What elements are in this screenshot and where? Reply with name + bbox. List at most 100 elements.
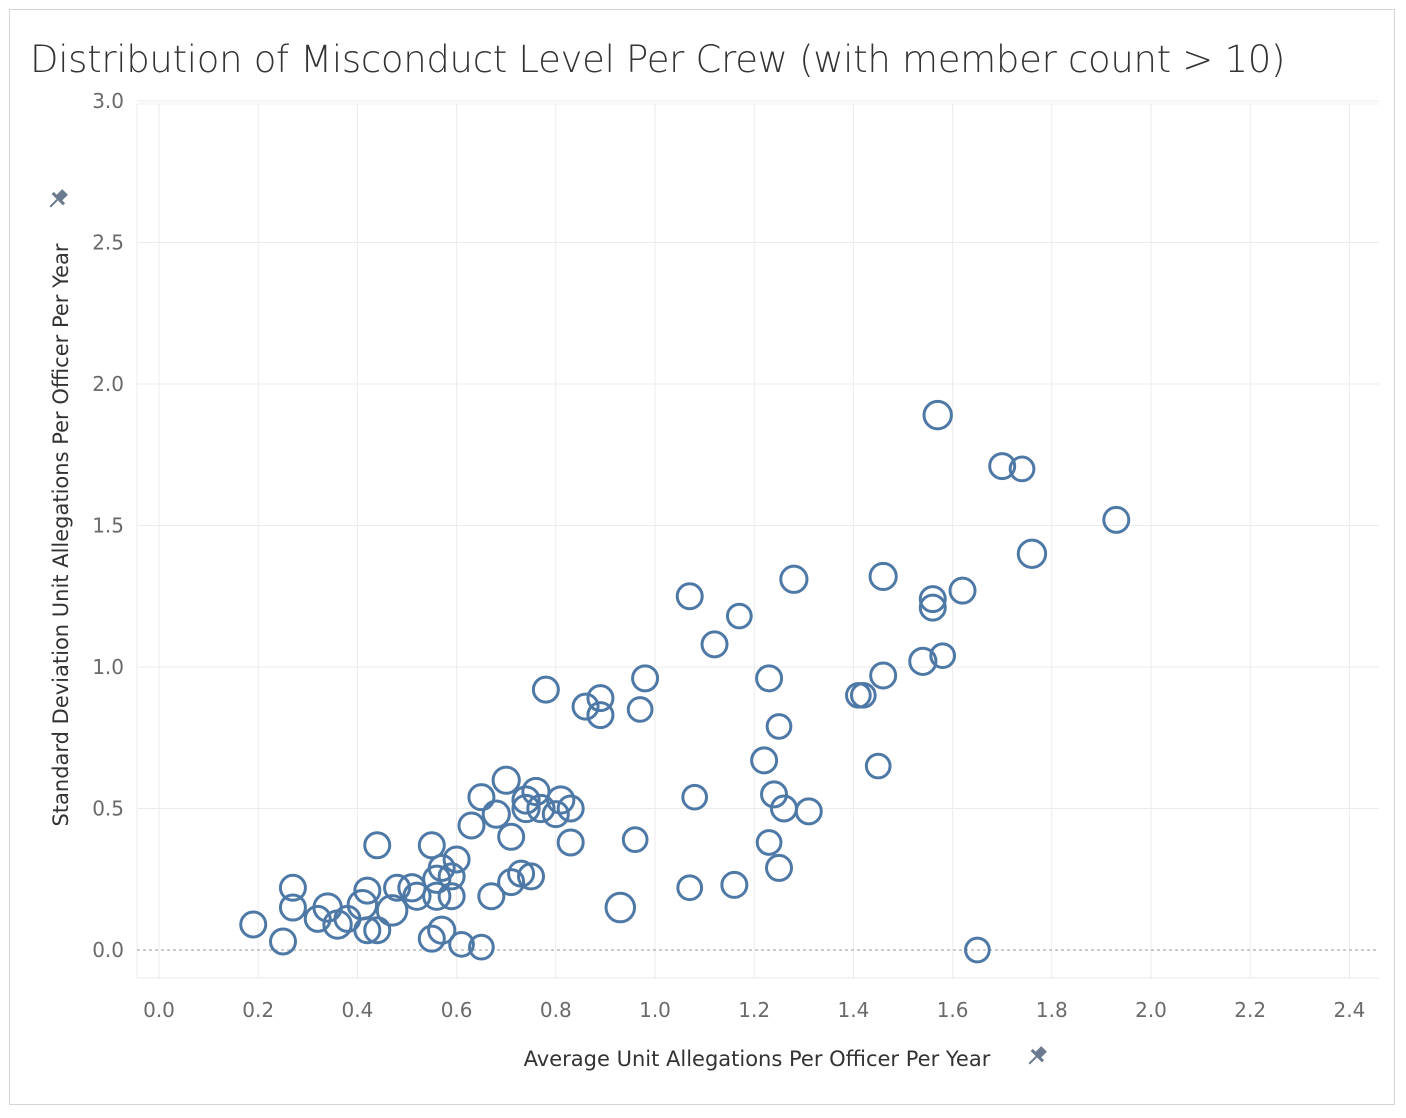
x-tick-label: 1.8 [1036, 998, 1068, 1022]
x-axis-title: Average Unit Allegations Per Officer Per… [524, 1047, 991, 1071]
data-point[interactable] [477, 882, 506, 911]
data-point[interactable] [755, 664, 784, 693]
data-point[interactable] [725, 602, 753, 630]
data-point[interactable] [700, 630, 729, 659]
data-point[interactable] [604, 891, 637, 924]
data-point[interactable] [1102, 505, 1131, 534]
y-tick-label: 0.5 [92, 797, 124, 821]
data-point[interactable] [922, 399, 953, 431]
data-point[interactable] [239, 910, 268, 939]
y-axis-pin-icon[interactable] [45, 186, 71, 212]
data-point[interactable] [918, 585, 947, 614]
data-point[interactable] [422, 881, 452, 911]
y-tick-label: 0.0 [92, 938, 124, 962]
data-point[interactable] [427, 853, 456, 882]
y-tick-label: 3.0 [92, 89, 124, 113]
data-point[interactable] [988, 452, 1017, 481]
data-point[interactable] [556, 828, 585, 857]
x-tick-label: 0.2 [242, 998, 274, 1022]
data-point[interactable] [278, 893, 307, 922]
data-point[interactable] [442, 845, 471, 874]
data-point[interactable] [1016, 538, 1048, 569]
data-point[interactable] [849, 681, 877, 709]
y-axis-ticks: 0.0 0.5 1.0 1.5 2.0 2.5 3.0 [92, 89, 124, 962]
data-point[interactable] [427, 915, 457, 945]
x-tick-label: 2.0 [1135, 998, 1167, 1022]
x-tick-label: 1.6 [937, 998, 969, 1022]
data-point[interactable] [760, 780, 789, 809]
data-point[interactable] [467, 783, 496, 812]
data-point[interactable] [765, 853, 793, 882]
data-point[interactable] [681, 783, 709, 811]
x-tick-label: 0.6 [441, 998, 473, 1022]
data-point[interactable] [363, 916, 392, 945]
data-point[interactable] [437, 862, 466, 891]
data-points [239, 399, 1131, 964]
y-axis-title: Standard Deviation Unit Allegations Per … [49, 243, 73, 826]
data-point[interactable] [750, 746, 779, 775]
data-point[interactable] [868, 561, 898, 592]
data-point[interactable] [457, 811, 486, 840]
data-point[interactable] [353, 916, 382, 945]
data-point[interactable] [794, 797, 823, 826]
data-point[interactable] [531, 675, 560, 704]
x-axis-ticks: 0.0 0.2 0.4 0.6 0.8 1.0 1.2 1.4 1.6 1.8 2.0 2.2 2.4 [143, 998, 1365, 1022]
data-point[interactable] [353, 876, 382, 905]
data-point[interactable] [303, 904, 332, 933]
data-point[interactable] [468, 933, 495, 961]
data-point[interactable] [556, 794, 585, 823]
data-point[interactable] [929, 642, 957, 670]
x-tick-label: 1.2 [738, 998, 770, 1022]
data-point[interactable] [278, 873, 307, 902]
x-tick-label: 0.0 [143, 998, 175, 1022]
data-point[interactable] [511, 785, 541, 815]
data-point[interactable] [417, 924, 446, 953]
data-point[interactable] [417, 831, 446, 860]
data-point[interactable] [908, 646, 938, 676]
data-point[interactable] [586, 701, 615, 730]
data-point[interactable] [375, 894, 409, 927]
data-point[interactable] [402, 881, 432, 911]
data-point[interactable] [346, 888, 379, 921]
data-point[interactable] [481, 799, 511, 829]
data-point[interactable] [546, 785, 576, 815]
data-point[interactable] [571, 692, 600, 721]
data-point[interactable] [269, 927, 297, 956]
data-point[interactable] [1008, 455, 1036, 483]
data-point[interactable] [631, 664, 660, 693]
data-point[interactable] [755, 829, 783, 856]
x-axis-pin-icon[interactable] [1024, 1043, 1050, 1069]
x-tick-label: 0.4 [341, 998, 373, 1022]
data-point[interactable] [765, 713, 793, 740]
data-point[interactable] [526, 793, 556, 824]
data-point[interactable] [675, 582, 704, 611]
data-point[interactable] [491, 765, 521, 795]
data-point[interactable] [918, 593, 947, 622]
data-point[interactable] [497, 822, 526, 851]
grid-lines [136, 100, 1379, 979]
y-tick-label: 1.5 [92, 514, 124, 538]
data-point[interactable] [586, 684, 615, 713]
data-point[interactable] [448, 930, 475, 958]
data-point[interactable] [511, 793, 541, 824]
data-point[interactable] [497, 868, 526, 897]
x-tick-label: 1.0 [639, 998, 671, 1022]
data-point[interactable] [541, 800, 570, 829]
data-point[interactable] [779, 564, 809, 594]
data-point[interactable] [363, 831, 392, 860]
data-point[interactable] [626, 696, 654, 723]
data-point[interactable] [621, 826, 649, 853]
data-point[interactable] [864, 752, 892, 780]
data-point[interactable] [720, 870, 749, 899]
data-point[interactable] [517, 862, 545, 891]
data-point[interactable] [383, 873, 412, 902]
data-point[interactable] [437, 882, 466, 911]
x-tick-label: 0.8 [540, 998, 572, 1022]
y-tick-label: 1.0 [92, 655, 124, 679]
data-point[interactable] [869, 661, 898, 690]
data-point[interactable] [676, 874, 704, 902]
data-point[interactable] [964, 936, 991, 964]
y-tick-label: 2.5 [92, 231, 124, 255]
chart-title: Distribution of Misconduct Level Per Cre… [30, 38, 1286, 81]
data-point[interactable] [948, 576, 977, 605]
